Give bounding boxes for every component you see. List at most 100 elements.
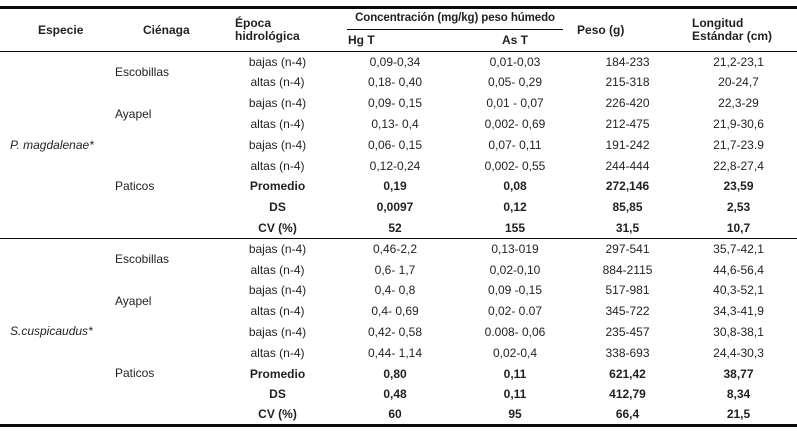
cell-epoca: bajas (n-4) bbox=[248, 242, 307, 257]
cell-peso: 412,79 bbox=[609, 387, 646, 402]
cell-peso: 85,85 bbox=[612, 200, 643, 215]
cell-stat-label: CV (%) bbox=[258, 407, 297, 422]
cell-peso: 272,146 bbox=[605, 179, 650, 194]
cell-longitud: 21,9-30,6 bbox=[713, 116, 764, 131]
cienaga-label: Escobillas bbox=[115, 65, 170, 80]
cell-longitud: 10,7 bbox=[726, 220, 751, 235]
cell-longitud: 8,34 bbox=[726, 387, 751, 402]
cell-hg: 0,13- 0,4 bbox=[371, 116, 419, 131]
cell-as: 0,02-0,4 bbox=[492, 345, 538, 360]
species-name: S.cuspicaudus* bbox=[10, 324, 93, 339]
cell-hg: 0,06- 0,15 bbox=[367, 137, 423, 152]
cell-peso: 226-420 bbox=[605, 96, 650, 111]
cell-peso: 621,42 bbox=[609, 366, 646, 381]
header-epoca: Época hidrológica bbox=[220, 8, 335, 52]
cell-longitud: 23,59 bbox=[723, 179, 754, 194]
cell-peso: 338-693 bbox=[605, 345, 650, 360]
cell-as: 0.008- 0,06 bbox=[484, 324, 546, 339]
cienaga-label: Ayapel bbox=[115, 106, 152, 121]
cell-longitud: 22,8-27,4 bbox=[713, 158, 764, 173]
header-hg-t: Hg T bbox=[348, 33, 375, 48]
cell-hg: 0,48 bbox=[383, 387, 407, 402]
cell-longitud: 30,8-38,1 bbox=[713, 324, 764, 339]
cell-epoca: bajas (n-4) bbox=[248, 54, 307, 69]
cell-epoca: bajas (n-4) bbox=[248, 283, 307, 298]
cienaga-label: Paticos bbox=[115, 365, 155, 380]
cell-as: 95 bbox=[508, 407, 522, 422]
cell-longitud: 20-24,7 bbox=[718, 75, 759, 90]
header-especie: Especie bbox=[38, 22, 84, 37]
header-peso: Peso (g) bbox=[577, 22, 625, 37]
table-row: Ayapel bajas (n-4) 0,4- 0,8 0,09 -0,15 5… bbox=[0, 280, 797, 307]
cell-as: 0,002- 0,69 bbox=[484, 116, 546, 131]
cell-stat-label: DS bbox=[269, 200, 286, 215]
cell-peso: 297-541 bbox=[605, 242, 650, 257]
cell-peso: 184-233 bbox=[605, 54, 650, 69]
cell-stat-label: Promedio bbox=[249, 179, 306, 194]
cell-peso: 191-242 bbox=[605, 137, 650, 152]
table-row: altas (n-4) 0,4- 0,69 0,02- 0.07 345-722… bbox=[0, 301, 797, 322]
cell-as: 0,002- 0,55 bbox=[484, 158, 546, 173]
cell-hg: 0,6- 1,7 bbox=[374, 262, 416, 277]
cell-longitud: 21,7-23.9 bbox=[713, 137, 764, 152]
cell-hg: 0,19 bbox=[383, 179, 407, 194]
table-row-promedio: Promedio 0,80 0,11 621,42 38,77 bbox=[0, 363, 797, 384]
paper-table-region: Especie Ciénaga Época hidrológica Concen… bbox=[0, 6, 797, 428]
header-longitud-label: Longitud Estándar (cm) bbox=[692, 16, 773, 43]
header-longitud: Longitud Estándar (cm) bbox=[680, 8, 797, 52]
cell-stat-label: DS bbox=[269, 387, 286, 402]
table-row: Ayapel bajas (n-4) 0,09- 0,15 0,01 - 0,0… bbox=[0, 93, 797, 120]
cell-peso: 31,5 bbox=[615, 220, 640, 235]
cell-peso: 215-318 bbox=[605, 75, 650, 90]
cell-peso: 235-457 bbox=[605, 324, 650, 339]
cell-as: 0,01 - 0,07 bbox=[486, 96, 544, 111]
header-concentracion: Concentración (mg/kg) peso húmedo bbox=[335, 8, 575, 31]
cell-hg: 0,09-0,34 bbox=[369, 54, 421, 69]
cell-hg: 0,46-2,2 bbox=[372, 242, 418, 257]
cell-epoca: bajas (n-4) bbox=[248, 137, 307, 152]
cell-hg: 0,80 bbox=[383, 366, 407, 381]
table-row: altas (n-4) 0,6- 1,7 0,02-0,10 884-2115 … bbox=[0, 259, 797, 280]
cell-epoca: altas (n-4) bbox=[250, 345, 305, 360]
table-row-cv: CV (%) 60 95 66,4 21,5 bbox=[0, 405, 797, 426]
cell-longitud: 21,2-23,1 bbox=[713, 54, 764, 69]
cell-as: 0,07- 0,11 bbox=[488, 137, 542, 152]
cell-as: 0,12 bbox=[503, 200, 527, 215]
cell-longitud: 22,3-29 bbox=[718, 96, 759, 111]
cell-hg: 0,44- 1,14 bbox=[367, 345, 423, 360]
cell-hg: 52 bbox=[388, 220, 402, 235]
cell-hg: 0,42- 0,58 bbox=[367, 324, 423, 339]
cienaga-label: Escobillas bbox=[115, 252, 170, 267]
cell-epoca: altas (n-4) bbox=[250, 262, 305, 277]
cell-longitud: 34,3-41,9 bbox=[713, 304, 764, 319]
cell-epoca: altas (n-4) bbox=[250, 75, 305, 90]
cell-longitud: 24,4-30,3 bbox=[713, 345, 764, 360]
cell-epoca: altas (n-4) bbox=[250, 116, 305, 131]
cell-longitud: 2,53 bbox=[726, 200, 751, 215]
header-as-t: As T bbox=[502, 33, 529, 48]
table-row: P. magdalenae* Escobillas bajas (n-4) 0,… bbox=[0, 52, 797, 151]
cell-as: 0,02- 0.07 bbox=[487, 304, 543, 319]
table-row: Paticos bajas (n-4) 0,06- 0,15 0,07- 0,1… bbox=[0, 135, 797, 193]
cell-longitud: 38,77 bbox=[723, 366, 754, 381]
header-row-sub: Hg T As T bbox=[0, 31, 797, 52]
cienaga-label: Paticos bbox=[115, 179, 155, 194]
cell-peso: 244-444 bbox=[605, 158, 650, 173]
cell-stat-label: Promedio bbox=[249, 366, 306, 381]
table-row: altas (n-4) 0,12-0,24 0,002- 0,55 244-44… bbox=[0, 155, 797, 176]
species-name: P. magdalenae* bbox=[10, 137, 94, 152]
species-block-2: S.cuspicaudus* Escobillas bajas (n-4) 0,… bbox=[0, 238, 797, 426]
cell-as: 0,08 bbox=[503, 179, 527, 194]
cell-as: 0,11 bbox=[503, 387, 527, 402]
cell-hg: 0,12-0,24 bbox=[369, 158, 421, 173]
cell-longitud: 44,6-56,4 bbox=[713, 262, 764, 277]
table-row-cv: CV (%) 52 155 31,5 10,7 bbox=[0, 218, 797, 239]
cell-hg: 0,0097 bbox=[376, 200, 414, 215]
header-epoca-label: Época hidrológica bbox=[235, 16, 300, 43]
table-row-ds: DS 0,0097 0,12 85,85 2,53 bbox=[0, 197, 797, 218]
header-row-top: Especie Ciénaga Época hidrológica Concen… bbox=[0, 8, 797, 43]
cell-as: 155 bbox=[504, 220, 526, 235]
cell-as: 0,02-0,10 bbox=[489, 262, 541, 277]
cell-hg: 0,09- 0,15 bbox=[367, 96, 423, 111]
cell-epoca: altas (n-4) bbox=[250, 304, 305, 319]
